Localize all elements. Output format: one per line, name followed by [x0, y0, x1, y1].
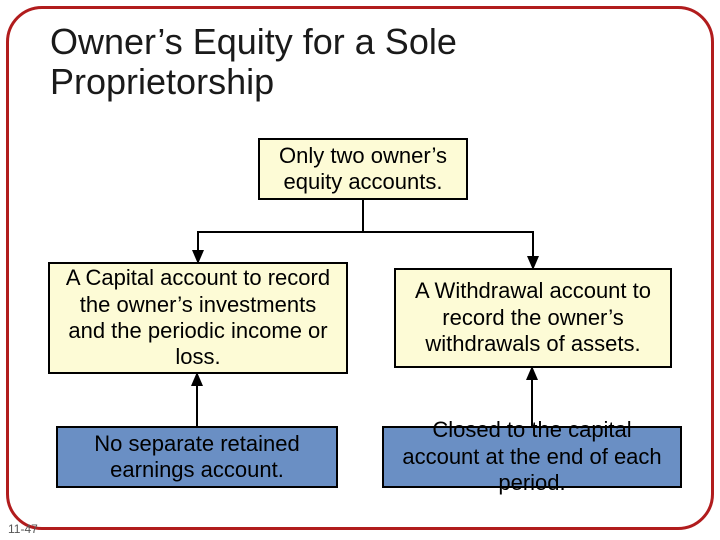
page-number: 11-47 — [8, 522, 38, 536]
box-withdrawal-text: A Withdrawal account to record the owner… — [406, 278, 660, 357]
box-no-retained-text: No separate retained earnings account. — [68, 431, 326, 484]
box-top-text: Only two owner’s equity accounts. — [270, 143, 456, 196]
box-capital-account: A Capital account to record the owner’s … — [48, 262, 348, 374]
box-no-retained-earnings: No separate retained earnings account. — [56, 426, 338, 488]
slide-title: Owner’s Equity for a Sole Proprietorship — [50, 22, 650, 103]
box-withdrawal-account: A Withdrawal account to record the owner… — [394, 268, 672, 368]
box-top-equity-accounts: Only two owner’s equity accounts. — [258, 138, 468, 200]
box-capital-text: A Capital account to record the owner’s … — [60, 265, 336, 371]
box-closed-to-capital: Closed to the capital account at the end… — [382, 426, 682, 488]
box-closed-text: Closed to the capital account at the end… — [394, 417, 670, 496]
